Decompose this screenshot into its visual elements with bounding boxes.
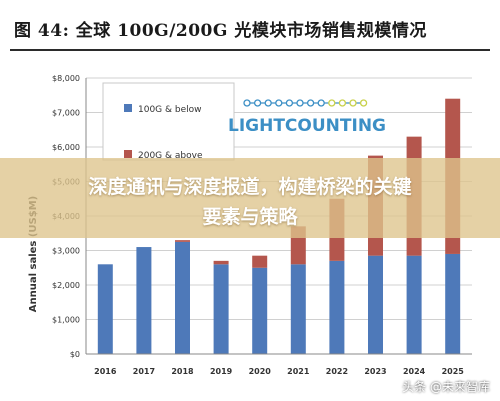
y-tick-label: $3,000 <box>52 247 80 256</box>
y-tick-label: $7,000 <box>52 109 80 118</box>
bar-200g-2018 <box>175 240 190 242</box>
legend-label-200g: 200G & above <box>138 151 203 161</box>
y-tick-label: $0 <box>70 350 80 359</box>
y-tick-label: $8,000 <box>52 74 80 83</box>
bar-100g-2016 <box>97 264 113 354</box>
logo-dot <box>306 99 315 107</box>
logo-dot <box>317 99 325 107</box>
x-tick-label: 2023 <box>364 367 386 376</box>
overlay-banner: 深度通讯与深度报道，构建桥梁的关键 要素与策略 <box>0 158 500 238</box>
source-watermark: 头条 @未来智库 <box>402 380 490 394</box>
figure-header: 图 44: 全球 100G/200G 光模块市场销售规模情况 <box>0 0 500 58</box>
logo-dot <box>349 99 357 107</box>
y-tick-label: $2,000 <box>52 281 80 290</box>
bar-100g-2024 <box>406 255 422 354</box>
x-tick-label: 2019 <box>210 367 233 376</box>
x-tick-label: 2020 <box>249 367 272 376</box>
bar-200g-2020 <box>252 255 268 268</box>
legend-box <box>102 82 235 161</box>
logo-dot <box>328 99 336 107</box>
logo-dot <box>275 99 283 107</box>
logo-dot <box>264 99 272 107</box>
x-tick-label: 2021 <box>287 367 310 376</box>
legend-swatch-100g <box>124 104 132 112</box>
figure-title: 图 44: 全球 100G/200G 光模块市场销售规模情况 <box>14 21 427 41</box>
y-axis-label: Annual sales (US$M) <box>28 196 39 312</box>
logo-wordmark: LIGHTCOUNTING <box>228 116 386 136</box>
x-tick-label: 2025 <box>442 367 465 376</box>
logo-dot <box>359 99 368 107</box>
bar-100g-2019 <box>213 264 229 354</box>
legend: 100G & below 200G & above <box>102 82 235 161</box>
bar-100g-2021 <box>290 264 306 354</box>
x-tick-label: 2017 <box>133 367 155 376</box>
banner-headline-line-1: 深度通讯与深度报道，构建桥梁的关键 <box>88 176 412 198</box>
bar-100g-2025 <box>445 253 461 354</box>
bar-200g-2019 <box>213 260 229 265</box>
y-tick-label: $1,000 <box>52 316 80 325</box>
bar-100g-2020 <box>252 267 268 354</box>
logo-dot <box>285 99 294 107</box>
lightcounting-logo: LIGHTCOUNTING <box>228 99 386 136</box>
y-tick-label: $6,000 <box>52 143 80 152</box>
header-divider <box>10 49 490 51</box>
legend-swatch-200g <box>124 150 132 158</box>
bar-100g-2018 <box>175 241 190 354</box>
logo-dot <box>253 99 262 107</box>
logo-dot <box>338 99 347 107</box>
x-tick-label: 2024 <box>403 367 426 376</box>
x-tick-label: 2022 <box>326 367 348 376</box>
x-tick-label: 2016 <box>94 367 117 376</box>
logo-dots-icon <box>243 99 368 107</box>
bar-100g-2017 <box>136 247 152 354</box>
logo-dot <box>243 99 251 107</box>
bar-100g-2023 <box>368 255 383 354</box>
bar-100g-2022 <box>329 260 345 354</box>
x-axis-ticks: 2016 2017 2018 2019 2020 2021 2022 2023 2024 2025 <box>94 367 464 376</box>
banner-headline-line-2: 要素与策略 <box>202 206 298 228</box>
legend-label-100g: 100G & below <box>138 105 202 115</box>
x-tick-label: 2018 <box>171 367 194 376</box>
logo-dot <box>296 99 304 107</box>
